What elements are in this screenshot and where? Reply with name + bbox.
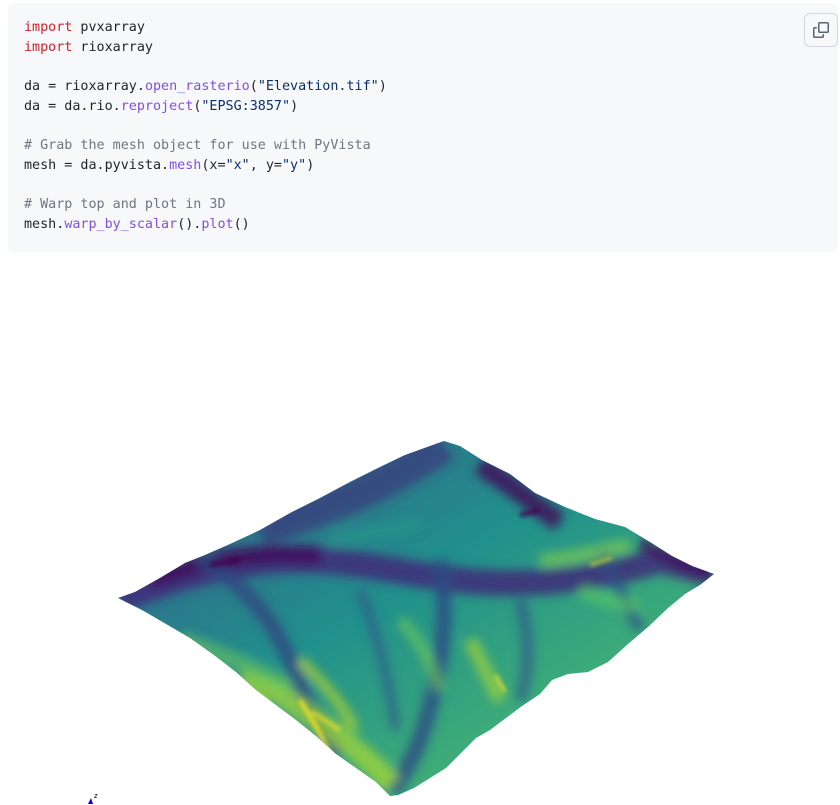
code-token: open_rasterio bbox=[144, 79, 250, 95]
code-token: "EPSG:3857" bbox=[201, 98, 291, 114]
code-token: rioxarray bbox=[72, 39, 153, 55]
code-token: ) bbox=[290, 98, 299, 114]
code-token: # Warp top and plot in 3D bbox=[24, 197, 226, 213]
code-block: import pvxarray import rioxarray da = rio… bbox=[8, 3, 838, 252]
code-token: pvxarray bbox=[72, 20, 145, 35]
code-token: () bbox=[233, 216, 250, 232]
code-line bbox=[24, 176, 387, 196]
code-token: (). bbox=[177, 216, 202, 232]
copy-button[interactable] bbox=[804, 13, 838, 47]
code-token: # Grab the mesh object for use with PyVi… bbox=[24, 138, 371, 154]
code-line: mesh.warp_by_scalar().plot() bbox=[24, 215, 387, 235]
code-token: "y" bbox=[282, 157, 307, 173]
code-line: # Grab the mesh object for use with PyVi… bbox=[24, 136, 387, 156]
z-axis-arrow-icon bbox=[88, 798, 93, 804]
code-token: da = rioxarray. bbox=[24, 79, 145, 95]
code-token: da = da.rio. bbox=[24, 98, 121, 114]
axes-orientation-widget: z bbox=[88, 792, 98, 804]
code-token: , y= bbox=[249, 157, 282, 173]
code-token: plot bbox=[201, 216, 234, 232]
code-token: reproject bbox=[120, 98, 194, 114]
code-line: import rioxarray bbox=[24, 38, 387, 58]
code-token: ( bbox=[249, 79, 258, 95]
code-token: ) bbox=[306, 157, 315, 173]
code-token: warp_by_scalar bbox=[64, 216, 178, 232]
code-token: "Elevation.tif" bbox=[257, 79, 379, 95]
code-line: da = da.rio.reproject("EPSG:3857") bbox=[24, 97, 387, 117]
code-token: (x= bbox=[201, 157, 226, 173]
code-line: da = rioxarray.open_rasterio("Elevation.… bbox=[24, 77, 387, 97]
copy-icon bbox=[813, 22, 829, 38]
code-token: mesh bbox=[169, 157, 202, 173]
terrain-plot[interactable] bbox=[0, 260, 840, 805]
terrain-surface bbox=[118, 441, 714, 796]
code-content: import pvxarray import rioxarray da = rio… bbox=[24, 18, 387, 235]
code-token: import bbox=[24, 39, 73, 55]
code-token: ( bbox=[193, 98, 202, 114]
code-line: import pvxarray bbox=[24, 18, 387, 38]
code-token: import bbox=[24, 20, 73, 35]
code-line bbox=[24, 57, 387, 77]
code-line: mesh = da.pyvista.mesh(x="x", y="y") bbox=[24, 156, 387, 176]
code-line: # Warp top and plot in 3D bbox=[24, 195, 387, 215]
code-token: "x" bbox=[225, 157, 250, 173]
code-token: ) bbox=[378, 79, 387, 95]
code-line bbox=[24, 116, 387, 136]
code-token: mesh. bbox=[24, 216, 65, 232]
code-token: mesh = da.pyvista. bbox=[24, 157, 170, 173]
axes-z-label: z bbox=[94, 792, 98, 800]
